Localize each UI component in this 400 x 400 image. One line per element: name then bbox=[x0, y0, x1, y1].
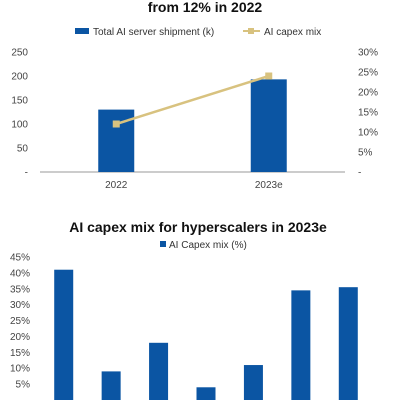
chart1-left-tick-label: - bbox=[25, 168, 28, 179]
chart1-title: from 12% in 2022 bbox=[148, 0, 263, 15]
chart1-x-tick-label: 2022 bbox=[105, 180, 128, 191]
chart1-left-tick-label: 100 bbox=[11, 120, 28, 131]
chart1-left-tick-label: 150 bbox=[11, 96, 28, 107]
chart1-right-tick-label: 15% bbox=[358, 108, 378, 119]
chart2-bar-2 bbox=[101, 371, 121, 400]
chart2-y-tick-label: 25% bbox=[10, 316, 30, 327]
chart1-legend-bar-swatch bbox=[75, 28, 89, 34]
chart2-bar-6 bbox=[291, 290, 311, 400]
chart2-y-tick-label: 35% bbox=[10, 284, 30, 295]
chart1-left-tick-label: 200 bbox=[11, 72, 28, 83]
chart2-y-tick-label: 40% bbox=[10, 268, 30, 279]
chart1-right-tick-label: 20% bbox=[358, 88, 378, 99]
chart2-bar-5 bbox=[243, 365, 263, 400]
chart1-right-tick-label: 25% bbox=[358, 68, 378, 79]
chart1-capex-marker-2023e bbox=[265, 72, 273, 80]
chart1-x-tick-label: 2023e bbox=[255, 180, 283, 191]
chart1-right-tick-label: 30% bbox=[358, 48, 378, 59]
chart1-plot: - 50 100 150 200 250 - 5% 10% 15% 20% 25% 30% 2022 202… bbox=[11, 48, 378, 192]
chart1-legend-line-marker bbox=[248, 28, 254, 34]
chart2-y-tick-label: 45% bbox=[10, 253, 30, 264]
chart2-bar-4 bbox=[196, 387, 216, 400]
chart2-bar-7 bbox=[338, 287, 358, 400]
chart2-bar-1 bbox=[54, 269, 74, 400]
chart1-capex-marker-2022 bbox=[112, 120, 120, 128]
chart1-bar-2023e bbox=[250, 79, 287, 172]
chart2-y-tick-label: 15% bbox=[10, 348, 30, 359]
chart2-y-tick-label: 20% bbox=[10, 332, 30, 343]
chart2-bar-3 bbox=[149, 342, 169, 400]
chart2-y-tick-label: 5% bbox=[16, 380, 31, 391]
chart2-plot: 5% 10% 15% 20% 25% 30% 35% 40% 45% bbox=[10, 253, 358, 400]
chart1-right-tick-label: 10% bbox=[358, 128, 378, 139]
chart2-title: AI capex mix for hyperscalers in 2023e bbox=[69, 219, 327, 235]
chart2-y-tick-label: 30% bbox=[10, 300, 30, 311]
chart2-legend-swatch bbox=[160, 241, 166, 247]
chart1-right-tick-label: 5% bbox=[358, 148, 373, 159]
chart1-capex-line bbox=[115, 74, 270, 126]
chart1-legend-bar-label: Total AI server shipment (k) bbox=[93, 27, 214, 38]
chart2-legend-label: AI Capex mix (%) bbox=[169, 240, 247, 251]
chart1-right-tick-label: - bbox=[358, 168, 361, 179]
chart2-y-tick-label: 10% bbox=[10, 364, 30, 375]
chart1-left-tick-label: 250 bbox=[11, 48, 28, 59]
chart1-legend-line-label: AI capex mix bbox=[264, 27, 321, 38]
chart1-left-tick-label: 50 bbox=[17, 144, 29, 155]
